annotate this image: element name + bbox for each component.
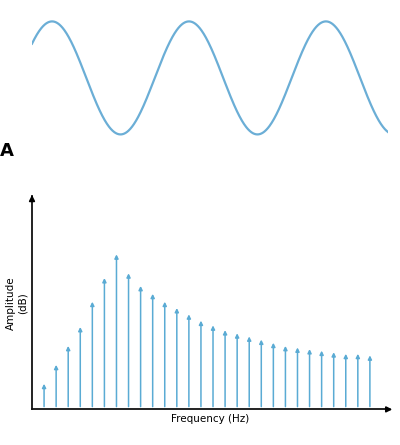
X-axis label: Frequency (Hz): Frequency (Hz) <box>171 413 249 424</box>
Y-axis label: Amplitude
(dB): Amplitude (dB) <box>6 276 28 330</box>
Text: A: A <box>0 142 14 160</box>
